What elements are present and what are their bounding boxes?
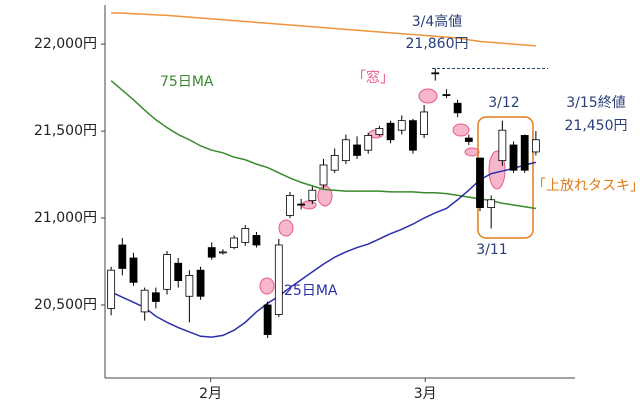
gap-marker bbox=[418, 88, 438, 104]
candle-body bbox=[476, 157, 484, 208]
annotation: 「窓」 bbox=[352, 69, 394, 86]
candle-body bbox=[174, 262, 183, 282]
annotation: 3/12 bbox=[488, 95, 519, 111]
annotation: 21,860円 bbox=[406, 36, 469, 52]
candle-body bbox=[364, 135, 373, 151]
candle-body bbox=[420, 111, 429, 135]
candle-body bbox=[386, 122, 395, 141]
annotation: 21,450円 bbox=[565, 118, 628, 134]
candle-body bbox=[330, 155, 339, 171]
y-tick-label: 22,000円 bbox=[34, 36, 97, 52]
candle-body bbox=[230, 237, 238, 248]
candle-body bbox=[297, 203, 306, 206]
ma-line bbox=[110, 161, 537, 338]
candle-body bbox=[431, 72, 440, 75]
candle-body bbox=[487, 199, 496, 208]
candle-body bbox=[453, 102, 462, 114]
candle-body bbox=[531, 139, 540, 153]
candle-body bbox=[163, 254, 171, 290]
candle-body bbox=[353, 144, 361, 156]
candle-body bbox=[118, 244, 127, 269]
candle-body bbox=[185, 275, 194, 297]
candle-body bbox=[219, 251, 227, 254]
candle-body bbox=[397, 120, 406, 131]
candle-body bbox=[263, 304, 272, 335]
candle-body bbox=[520, 135, 529, 171]
x-tick-label: 3月 bbox=[414, 386, 437, 402]
candle-body bbox=[498, 129, 507, 162]
series-label: 75日MA bbox=[160, 74, 214, 90]
candle-body bbox=[140, 289, 149, 313]
annotation: 3/11 bbox=[476, 242, 507, 258]
gap-marker bbox=[464, 147, 480, 157]
ma-line bbox=[110, 80, 536, 210]
annotation: 3/4高値 bbox=[412, 13, 463, 30]
gap-marker bbox=[317, 185, 333, 207]
candle-body bbox=[207, 247, 216, 258]
y-tick-label: 20,500円 bbox=[34, 297, 97, 313]
candle-body bbox=[319, 164, 328, 186]
candle-body bbox=[274, 244, 283, 315]
y-tick-label: 21,000円 bbox=[34, 210, 97, 226]
candle-body bbox=[464, 137, 473, 142]
candle-body bbox=[442, 94, 451, 96]
candle-body bbox=[129, 257, 138, 283]
gap-marker bbox=[452, 123, 470, 137]
candle-body bbox=[509, 144, 518, 171]
annotation: 3/15終値 bbox=[566, 95, 625, 111]
candle-body bbox=[341, 139, 350, 162]
candle-body bbox=[252, 235, 261, 246]
gap-marker bbox=[259, 277, 275, 295]
ma-line bbox=[111, 12, 536, 47]
series-label: 25日MA bbox=[284, 283, 338, 299]
candle-body bbox=[107, 269, 116, 309]
candle-body bbox=[196, 269, 205, 297]
candle-body bbox=[241, 228, 250, 243]
annotation: 「上放れタスキ」 bbox=[532, 178, 640, 194]
y-tick-label: 21,500円 bbox=[34, 123, 97, 139]
x-tick-label: 2月 bbox=[199, 386, 222, 402]
candle-body bbox=[409, 120, 417, 151]
candle-body bbox=[151, 292, 160, 302]
candle-body bbox=[308, 189, 317, 202]
gap-marker bbox=[278, 219, 294, 237]
candle-body bbox=[375, 128, 384, 135]
candle-body bbox=[286, 195, 294, 216]
